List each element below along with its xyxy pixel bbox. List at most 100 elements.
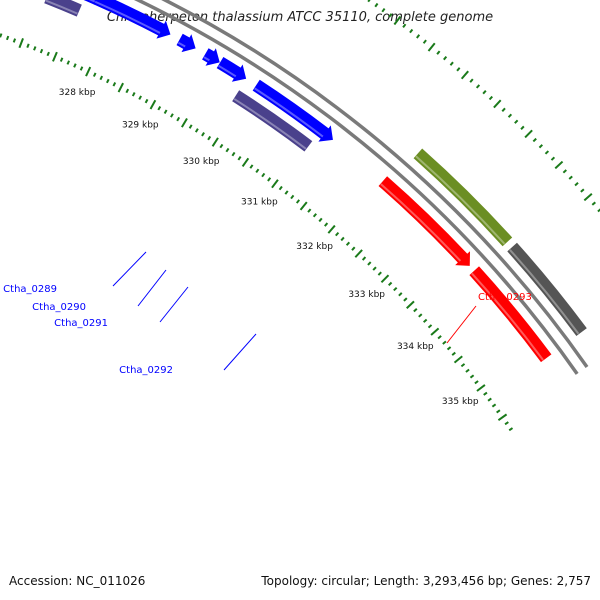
gene-feature-highlight [203,56,210,62]
inner-scale-tick [465,368,470,373]
inner-scale-tick [377,271,382,276]
inner-scale-tick [423,318,428,323]
outer-scale-tick [501,107,506,112]
outer-scale-tick [469,78,474,83]
outer-scale-tick [475,84,481,89]
backbone-outer-line [160,0,589,369]
inner-scale-tick [131,92,136,97]
gene-label-ctha-0291[interactable]: Ctha_0291 [54,318,108,329]
inner-scale-tick [483,391,488,396]
inner-scale-tick [413,308,418,313]
outer-scale-tick [409,28,414,34]
gene-feature[interactable] [44,0,99,5]
outer-scale-tick [443,55,448,61]
gene-feature-highlight [233,98,307,150]
gene-feature-highlight [509,249,580,335]
inner-scale-tick [476,384,486,392]
inner-scale-tick [267,177,272,182]
inner-scale-tick [188,124,193,129]
outer-scale-tick [532,137,537,143]
outer-scale-tick [544,150,550,155]
inner-scale-tick [73,63,77,68]
inner-scale-tick [52,51,58,62]
gene-feature-ctha-0291[interactable] [216,56,247,82]
inner-scale-tick [474,380,479,385]
gene-label-leader [159,286,189,323]
outer-scale-tick [520,125,525,130]
gene-feature[interactable] [44,0,82,17]
gene-feature-ctha-0293[interactable] [413,148,513,247]
gene-feature-ctha-0289[interactable] [176,33,196,53]
inner-scale-tick [430,327,440,336]
outer-scale-tick [568,175,573,180]
gene-label-leader [223,333,257,371]
gene-label-ctha-0292[interactable]: Ctha_0292 [119,365,173,376]
gene-label-ctha-0289[interactable]: Ctha_0289 [3,284,57,295]
inner-scale-tick [92,72,97,77]
scale-tick-label: 335 kbp [442,397,479,407]
outer-scale-tick [583,193,593,202]
inner-scale-tick [249,164,254,169]
gene-label-leader [446,305,477,344]
outer-scale-tick [550,156,556,161]
inner-scale-tick [372,266,377,271]
inner-scale-tick [33,46,37,51]
genome-summary-text: Topology: circular; Length: 3,293,456 bp… [261,574,591,588]
gene-feature-highlight [415,155,506,245]
outer-scale-tick [402,23,407,28]
outer-scale-tick [460,70,469,80]
gene-label-ctha-0293[interactable]: Ctha_0293 [478,292,532,303]
gene-feature-ctha-0290[interactable] [202,48,220,66]
inner-scale-tick [351,246,356,251]
inner-scale-tick [99,75,104,81]
gene-feature[interactable] [93,0,171,39]
gene-feature-highlight [471,272,544,361]
scale-tick-label: 329 kbp [122,120,159,130]
gene-feature[interactable] [469,266,552,363]
outer-scale-tick [514,119,519,124]
inner-scale-tick [231,151,236,157]
gene-feature-highlight [177,41,186,48]
inner-scale-tick [211,137,219,147]
inner-scale-tick [18,38,24,49]
inner-scale-tick [451,351,456,356]
inner-scale-tick [491,403,497,408]
gene-feature-highlight [380,183,462,262]
inner-scale-tick [361,256,367,261]
inner-scale-tick [299,201,308,211]
inner-scale-tick [327,224,336,234]
inner-scale-tick [39,48,44,54]
outer-scale-tick [538,144,543,149]
gene-label-leader [112,251,147,287]
inner-scale-tick [427,324,433,329]
outer-scale-tick [422,39,427,44]
outer-scale-tick [580,188,585,193]
scale-ticks: 328 kbp 329 kbp 330 kbp 331 kbp 332 kbp 333 k… [0,0,600,432]
gene-labels: Ctha_0289 Ctha_0290 Ctha_0291 Ctha_0292 Ctha… [3,251,532,376]
outer-scale-tick [482,90,487,95]
inner-scale-tick [497,413,508,421]
inner-scale-tick [5,35,10,41]
inner-scale-tick [307,208,312,213]
inner-scale-tick [335,231,340,237]
inner-scale-tick [318,217,323,223]
inner-scale-tick [290,194,295,200]
gene-feature-ctha-0292[interactable] [232,90,313,152]
gene-feature[interactable] [507,242,587,336]
inner-scale-tick [393,286,398,292]
inner-scale-tick [469,374,475,379]
gene-feature-highlight [218,64,237,78]
gene-feature[interactable] [378,176,471,266]
scale-tick-label: 328 kbp [59,88,96,98]
scale-tick-label: 333 kbp [348,290,385,300]
inner-scale-tick [406,300,415,309]
inner-scale-tick [241,157,250,168]
gene-label-ctha-0290[interactable]: Ctha_0290 [32,302,86,313]
inner-scale-tick [106,78,110,84]
gene-feature[interactable] [252,79,333,142]
accession-text: Accession: NC_011026 [9,574,146,588]
inner-scale-tick [460,363,466,368]
inner-scale-tick [176,116,181,122]
outer-scale-tick [507,113,513,118]
outer-scale-tick [393,15,402,26]
